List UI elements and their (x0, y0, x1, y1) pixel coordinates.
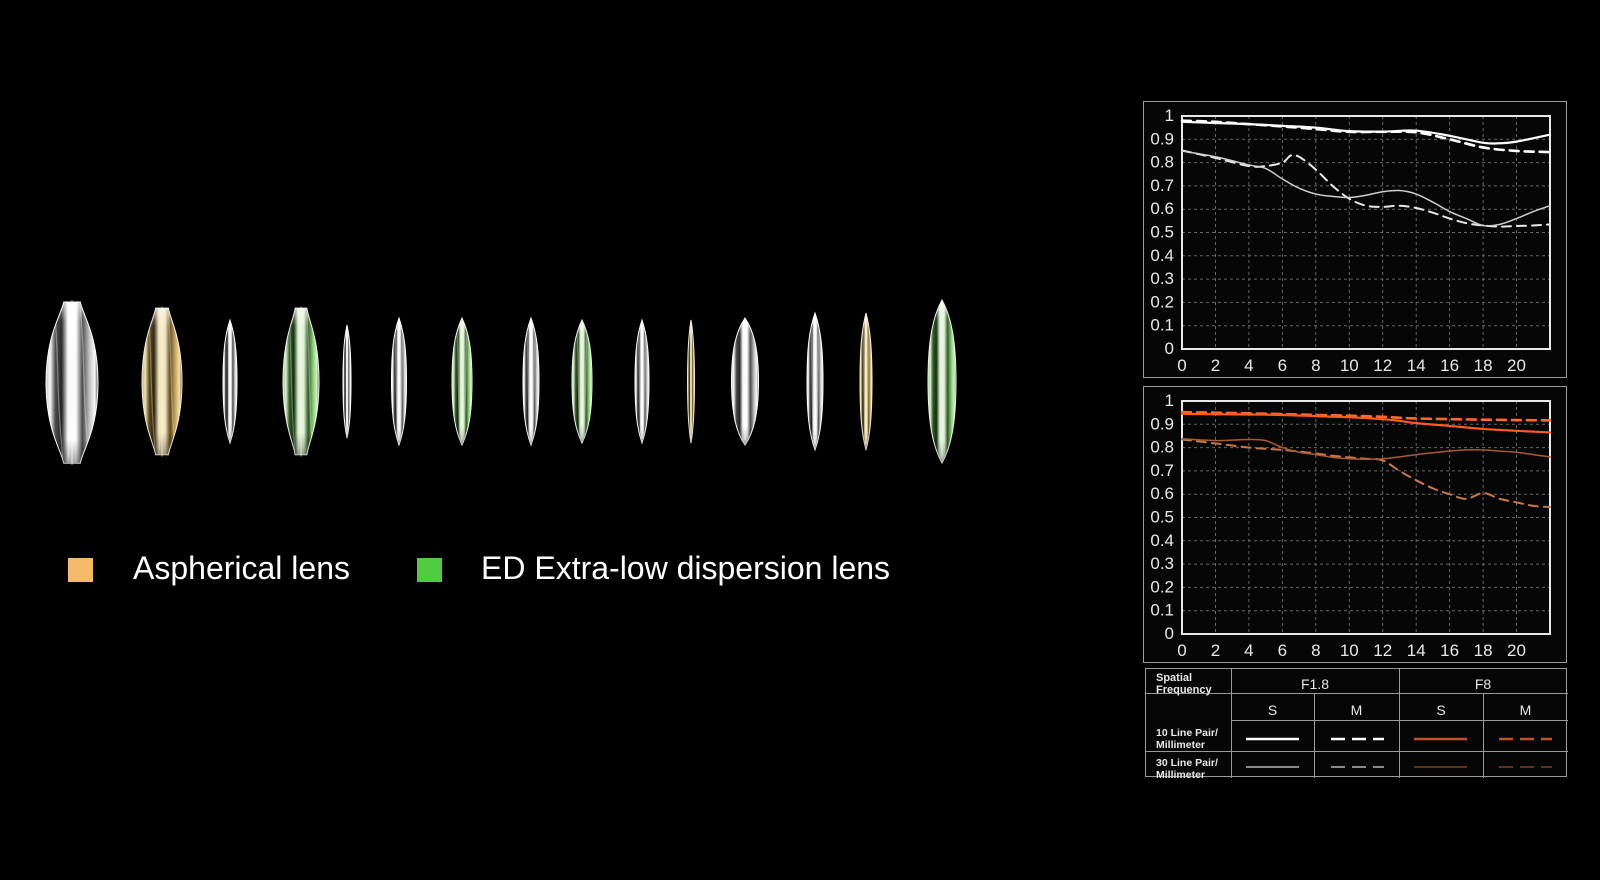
svg-text:10: 10 (1340, 641, 1359, 660)
svg-text:10: 10 (1340, 356, 1359, 375)
svg-text:0.7: 0.7 (1150, 176, 1174, 195)
svg-text:0.3: 0.3 (1150, 269, 1174, 288)
svg-text:14: 14 (1407, 641, 1426, 660)
svg-text:0.4: 0.4 (1150, 531, 1174, 550)
svg-text:8: 8 (1311, 641, 1320, 660)
svg-text:0: 0 (1165, 624, 1174, 643)
svg-text:0.6: 0.6 (1150, 484, 1174, 503)
svg-text:16: 16 (1440, 641, 1459, 660)
svg-text:0: 0 (1165, 339, 1174, 358)
svg-text:4: 4 (1244, 356, 1253, 375)
svg-text:0.6: 0.6 (1150, 199, 1174, 218)
svg-text:6: 6 (1278, 356, 1287, 375)
svg-text:0.1: 0.1 (1150, 316, 1174, 335)
svg-text:18: 18 (1474, 356, 1493, 375)
svg-text:18: 18 (1474, 641, 1493, 660)
svg-text:1: 1 (1165, 106, 1174, 125)
svg-text:12: 12 (1373, 641, 1392, 660)
svg-text:0.4: 0.4 (1150, 246, 1174, 265)
svg-text:6: 6 (1278, 641, 1287, 660)
svg-text:2: 2 (1211, 356, 1220, 375)
svg-text:20: 20 (1507, 356, 1526, 375)
svg-text:2: 2 (1211, 641, 1220, 660)
svg-text:0.8: 0.8 (1150, 438, 1174, 457)
svg-text:0.8: 0.8 (1150, 153, 1174, 172)
svg-text:0.5: 0.5 (1150, 508, 1174, 527)
svg-text:0.7: 0.7 (1150, 461, 1174, 480)
svg-text:0.1: 0.1 (1150, 601, 1174, 620)
svg-text:0.3: 0.3 (1150, 554, 1174, 573)
svg-text:1: 1 (1165, 391, 1174, 410)
svg-text:14: 14 (1407, 356, 1426, 375)
svg-text:0.9: 0.9 (1150, 414, 1174, 433)
svg-text:12: 12 (1373, 356, 1392, 375)
svg-text:0: 0 (1177, 356, 1186, 375)
svg-text:0.2: 0.2 (1150, 292, 1174, 311)
svg-text:4: 4 (1244, 641, 1253, 660)
svg-text:0.9: 0.9 (1150, 129, 1174, 148)
svg-text:20: 20 (1507, 641, 1526, 660)
svg-text:16: 16 (1440, 356, 1459, 375)
svg-text:0.5: 0.5 (1150, 223, 1174, 242)
svg-text:8: 8 (1311, 356, 1320, 375)
svg-text:0: 0 (1177, 641, 1186, 660)
svg-text:0.2: 0.2 (1150, 577, 1174, 596)
